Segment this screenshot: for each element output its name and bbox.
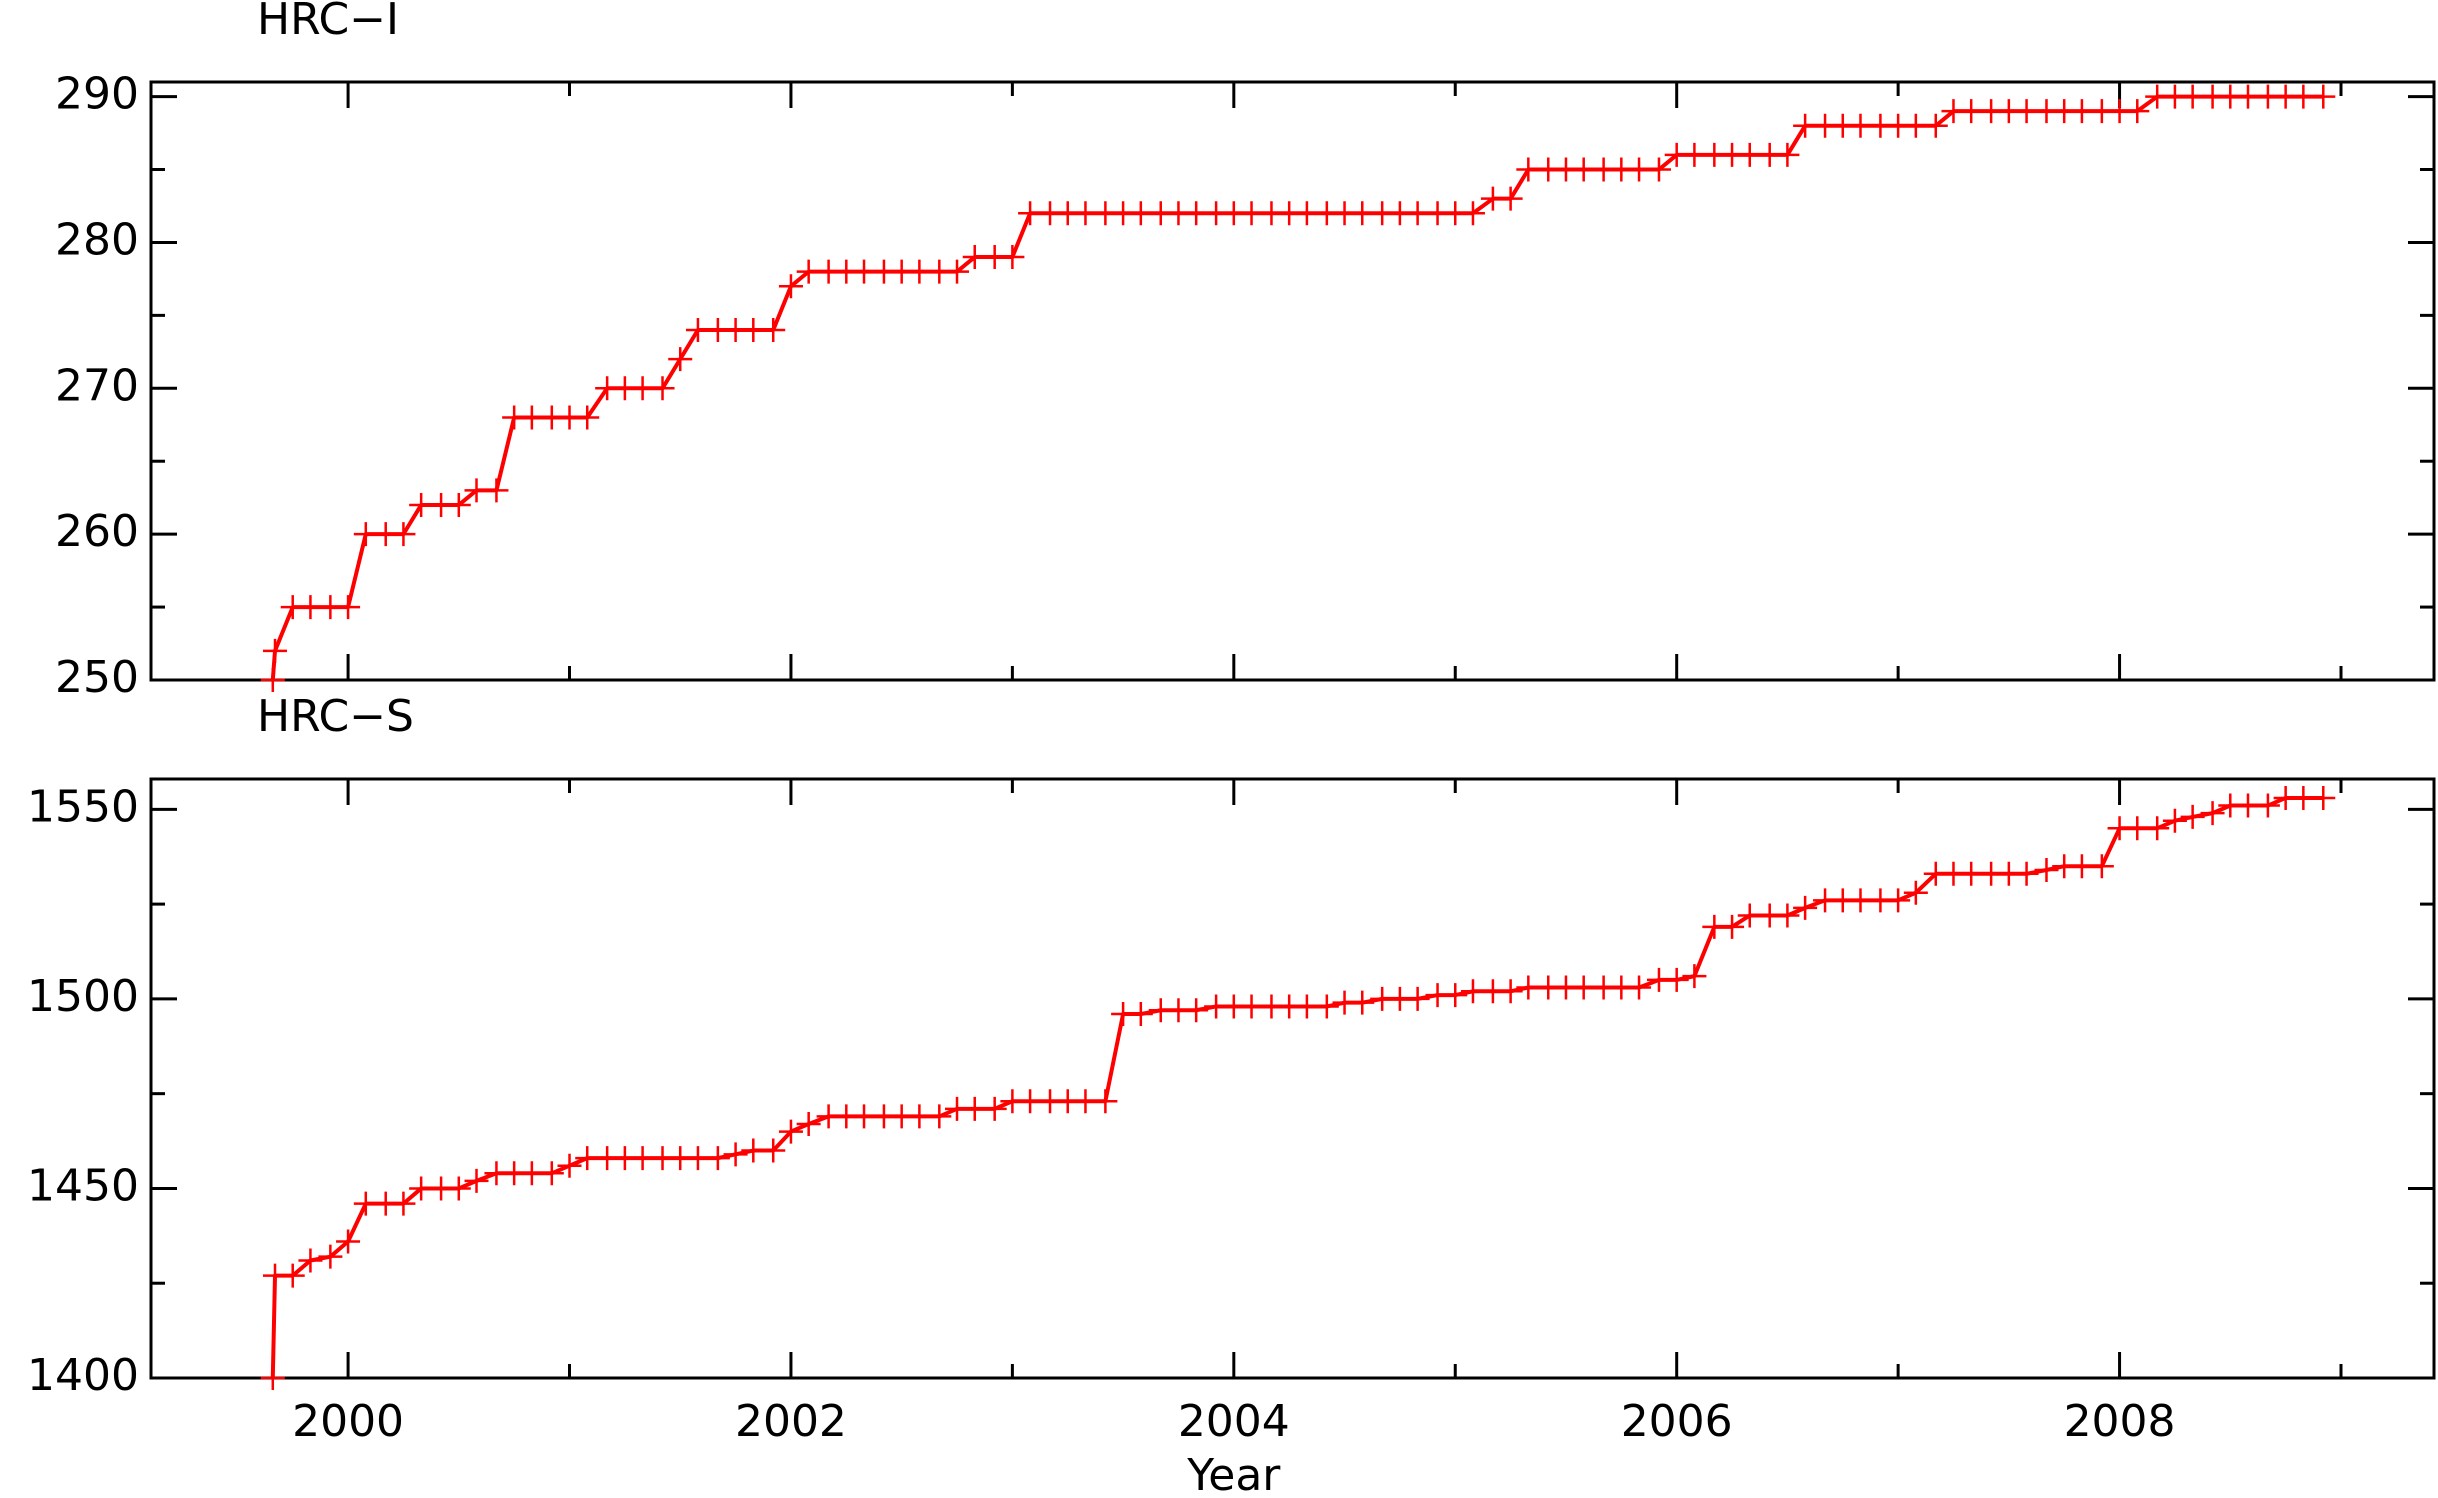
y-tick-label: 290 — [55, 69, 139, 120]
marker — [1664, 967, 1689, 992]
marker — [927, 1104, 952, 1129]
marker — [2034, 857, 2059, 882]
marker — [557, 1153, 582, 1178]
marker — [2014, 861, 2039, 886]
marker — [778, 274, 803, 299]
marker — [1184, 998, 1209, 1023]
marker — [650, 376, 675, 401]
y-tick-label: 280 — [55, 214, 139, 265]
x-tick-label: 2008 — [2064, 1396, 2176, 1447]
marker — [336, 1229, 361, 1254]
marker — [484, 478, 509, 503]
marker — [280, 1263, 305, 1288]
marker — [2200, 801, 2225, 826]
marker — [1314, 994, 1339, 1019]
marker — [263, 638, 288, 663]
marker — [260, 668, 285, 692]
marker — [668, 347, 693, 372]
marker — [1886, 888, 1911, 913]
marker — [1498, 979, 1523, 1004]
data-line — [270, 795, 2324, 1379]
marker — [391, 522, 416, 547]
marker — [1093, 1089, 1118, 1114]
marker — [318, 1244, 343, 1269]
chart-title: HRC−S — [257, 691, 414, 742]
marker — [982, 1096, 1007, 1121]
marker — [1627, 975, 1652, 1000]
marker — [1793, 895, 1818, 920]
marker — [2311, 785, 2336, 810]
marker — [945, 259, 970, 284]
x-tick-label: 2004 — [1178, 1396, 1290, 1447]
marker — [1498, 186, 1523, 211]
x-axis-label: Year — [1186, 1450, 1281, 1498]
marker — [1350, 990, 1375, 1015]
marker — [539, 1161, 564, 1186]
marker — [1923, 113, 1948, 138]
y-tick-label: 250 — [55, 652, 139, 703]
plot-frame — [149, 80, 2436, 682]
y-tick-label: 1500 — [27, 971, 139, 1022]
marker — [761, 317, 786, 342]
marker — [723, 1142, 748, 1167]
marker — [1128, 1002, 1153, 1027]
x-tick-label: 2006 — [1621, 1396, 1733, 1447]
marker — [336, 595, 361, 620]
y-tick-label: 1450 — [27, 1160, 139, 1211]
y-tick-label: 1400 — [27, 1350, 139, 1401]
marker — [796, 1111, 821, 1136]
marker — [1720, 914, 1745, 939]
marker — [298, 1248, 323, 1273]
y-tick-label: 1550 — [27, 781, 139, 832]
y-tick-label: 270 — [55, 360, 139, 411]
marker — [260, 1366, 285, 1390]
marker — [1000, 245, 1025, 270]
marker — [761, 1138, 786, 1163]
marker — [1775, 903, 1800, 928]
marker — [391, 1191, 416, 1216]
marker — [2145, 816, 2170, 841]
y-tick-label: 260 — [55, 506, 139, 557]
chart-title: HRC−I — [257, 0, 399, 45]
x-tick-label: 2002 — [735, 1396, 847, 1447]
marker — [575, 405, 600, 430]
marker — [1682, 964, 1707, 989]
plot-frame — [149, 777, 2436, 1380]
marker — [2255, 793, 2280, 818]
marker — [2125, 99, 2150, 124]
marker — [705, 1146, 730, 1171]
marker — [1903, 880, 1928, 905]
marker — [778, 1119, 803, 1144]
marker — [1460, 201, 1485, 226]
data-line — [270, 94, 2324, 681]
marker — [446, 1176, 471, 1201]
marker — [2162, 808, 2187, 833]
marker — [1405, 986, 1430, 1011]
marker — [446, 492, 471, 517]
marker — [2180, 804, 2205, 829]
marker — [464, 1168, 489, 1193]
marker — [1775, 142, 1800, 167]
marker — [1646, 157, 1671, 182]
x-tick-label: 2000 — [292, 1396, 404, 1447]
marker — [2311, 84, 2336, 109]
marker — [2089, 854, 2114, 879]
marker — [1443, 983, 1468, 1008]
